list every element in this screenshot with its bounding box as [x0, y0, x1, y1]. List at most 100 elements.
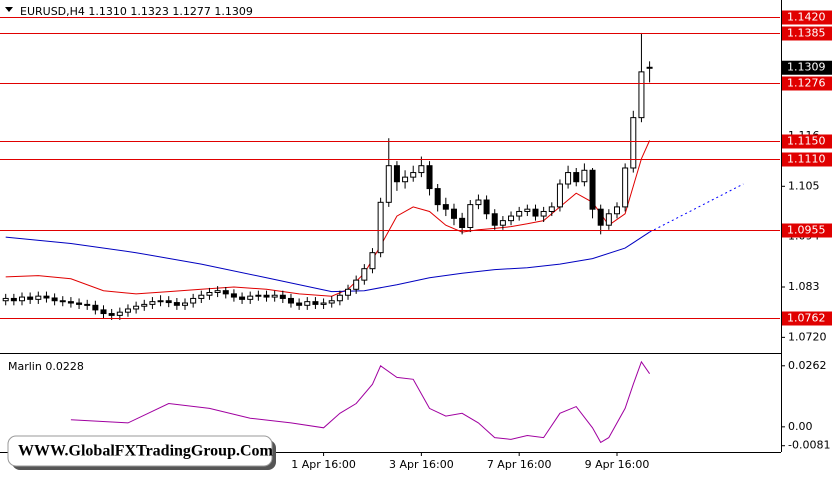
candle-body [320, 302, 327, 305]
candle-body [393, 165, 400, 183]
level-label-box [782, 223, 832, 238]
candle-body [165, 300, 172, 304]
candle-body [35, 295, 42, 300]
candle-body [263, 294, 270, 298]
candle-body [336, 294, 343, 302]
candle-body [76, 302, 83, 305]
level-label: 1.1110 [787, 153, 826, 166]
candle-body [255, 294, 262, 297]
y-tick-label: 0.0262 [788, 359, 827, 372]
candle-body [605, 213, 612, 226]
candle-body [304, 301, 311, 306]
candle-body [59, 300, 66, 303]
y-tick-label: 1.105 [788, 179, 820, 192]
candle-body [141, 303, 148, 307]
watermark: WWW.GlobalFXTradingGroup.Com [18, 443, 274, 460]
level-label-box [782, 76, 832, 91]
candle-body [345, 288, 352, 296]
candle-body [43, 295, 50, 299]
candle-body [597, 208, 604, 226]
level-label: 1.1420 [787, 11, 826, 24]
indicator-label: Marlin 0.0228 [8, 360, 84, 373]
candle-body [353, 279, 360, 290]
candle-body [247, 295, 254, 300]
x-tick-label: 1 Apr 16:00 [291, 458, 356, 471]
candle-body [402, 176, 409, 183]
x-tick-label: 3 Apr 16:00 [389, 458, 454, 471]
candle-body [467, 204, 474, 228]
candle-body [279, 294, 286, 299]
candle-body [239, 296, 246, 300]
candle-body [206, 291, 213, 296]
level-label: 1.0762 [787, 312, 826, 325]
moving-average [5, 140, 651, 297]
candle-body [108, 313, 115, 316]
last-price-box [782, 60, 832, 75]
candle-body [377, 201, 384, 254]
candle-body [10, 297, 17, 302]
candle-body [638, 71, 645, 119]
candle-body [459, 217, 466, 228]
level-label-box [782, 134, 832, 149]
collapse-icon [5, 7, 13, 12]
main-panel [0, 17, 780, 320]
level-label-box [782, 10, 832, 25]
indicator-line [70, 360, 651, 444]
candle-body [508, 215, 515, 222]
candle-body [581, 169, 588, 183]
candle-body [483, 199, 490, 215]
x-tick-label: 9 Apr 16:00 [585, 458, 650, 471]
candle-body [2, 297, 9, 302]
candle-body [524, 208, 531, 212]
candle-body [173, 302, 180, 306]
candle-body [230, 293, 237, 298]
y-tick-label: 1.083 [788, 280, 820, 293]
candle-body [475, 199, 482, 206]
watermark-box [7, 435, 273, 467]
candle-body [589, 169, 596, 210]
candle-body [133, 305, 140, 310]
moving-average [5, 231, 650, 293]
level-label-box [782, 311, 832, 326]
candle-body [51, 297, 58, 302]
level-label-box [782, 26, 832, 41]
candle-body [271, 294, 278, 298]
candle-body [214, 290, 221, 293]
candle-body [361, 268, 368, 281]
level-label: 1.0955 [787, 224, 826, 237]
candle-body [312, 301, 319, 305]
level-label-box [782, 152, 832, 167]
level-label: 1.1150 [787, 135, 826, 148]
candle-body [418, 165, 425, 174]
candle-body [548, 206, 555, 212]
candle-body [84, 303, 91, 306]
candle-body [613, 206, 620, 215]
candle-body [442, 204, 449, 210]
candle-body [410, 172, 417, 178]
candle-body [540, 210, 547, 217]
candle-body [222, 290, 229, 295]
chart-title: EURUSD,H4 1.1310 1.1323 1.1277 1.1309 [20, 5, 253, 18]
candle-body [516, 210, 523, 217]
indicator-panel [70, 360, 651, 444]
candle-body [190, 297, 197, 304]
candle-body [646, 66, 653, 69]
candle-body [369, 252, 376, 270]
candle-body [149, 301, 156, 305]
candle-body [630, 117, 637, 169]
candle-body [157, 300, 164, 303]
candle-body [573, 172, 580, 183]
candle-body [532, 208, 539, 217]
y-tick-label: 1.0720 [788, 330, 827, 343]
candle-body [198, 294, 205, 299]
candle-body [67, 301, 74, 304]
candle-body [565, 172, 572, 185]
level-label: 1.1276 [787, 77, 826, 90]
candle-body [287, 297, 294, 304]
candle-body [328, 300, 335, 304]
candle-body [100, 309, 107, 315]
candle-body [27, 296, 34, 300]
